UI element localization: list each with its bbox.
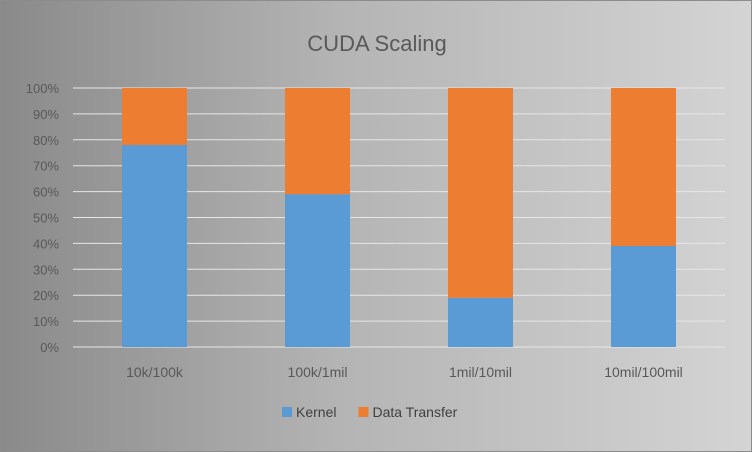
bar-data-transfer bbox=[448, 88, 513, 298]
legend-swatch bbox=[282, 407, 292, 417]
x-axis-categories: 10k/100k 100k/1mil 1mil/10mil 10mil/100mil bbox=[126, 364, 683, 380]
legend: Kernel Data Transfer bbox=[282, 404, 458, 420]
bar-kernel bbox=[122, 144, 187, 347]
x-category-label: 100k/1mil bbox=[288, 364, 348, 380]
bar-data-transfer bbox=[122, 88, 187, 145]
x-category-label: 10mil/100mil bbox=[604, 364, 683, 380]
y-tick-label: 20% bbox=[33, 288, 59, 303]
bar-data-transfer bbox=[611, 88, 676, 246]
y-tick-label: 0% bbox=[40, 340, 59, 355]
y-tick-label: 10% bbox=[33, 314, 59, 329]
chart-title: CUDA Scaling bbox=[307, 31, 446, 56]
legend-label: Data Transfer bbox=[372, 404, 457, 420]
bar-kernel bbox=[285, 194, 350, 347]
bar-kernel bbox=[611, 245, 676, 347]
legend-label: Kernel bbox=[296, 404, 336, 420]
y-tick-label: 70% bbox=[33, 159, 59, 174]
y-axis-ticks: 0% 10% 20% 30% 40% 50% 60% 70% 80% 90% 100% bbox=[26, 81, 60, 355]
bar-data-transfer bbox=[285, 88, 350, 195]
y-tick-label: 80% bbox=[33, 133, 59, 148]
y-tick-label: 30% bbox=[33, 262, 59, 277]
legend-swatch bbox=[358, 407, 369, 417]
y-tick-label: 90% bbox=[33, 107, 59, 122]
y-tick-label: 40% bbox=[33, 236, 59, 251]
bars bbox=[122, 88, 676, 347]
bar-kernel bbox=[448, 297, 513, 347]
y-tick-label: 60% bbox=[33, 185, 59, 200]
x-category-label: 10k/100k bbox=[126, 364, 184, 380]
y-tick-label: 50% bbox=[33, 211, 59, 226]
y-tick-label: 100% bbox=[26, 81, 60, 96]
x-category-label: 1mil/10mil bbox=[449, 364, 512, 380]
